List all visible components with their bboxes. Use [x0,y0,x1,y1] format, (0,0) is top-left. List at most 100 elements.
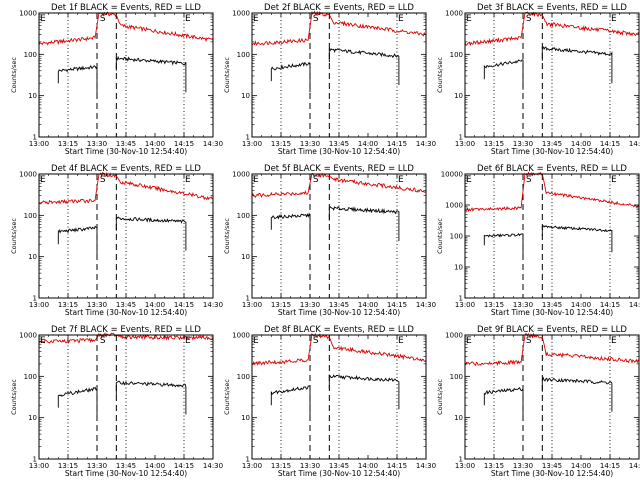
y-tick-label: 100 [24,212,37,220]
x-tick-label: 13:00 [455,301,475,309]
y-tick-label: 100 [237,212,250,220]
events-series-line [541,46,613,84]
panel-title: Det 3f BLACK = Events, RED = LLD [477,3,627,13]
detector-panel: Det 2f BLACK = Events, RED = LLD 1 10 100 10… [223,3,436,156]
x-tick-label: 13:15 [271,301,291,309]
time-marker-label: S [526,175,532,185]
events-series-line [57,64,98,96]
x-tick-label: 13:15 [58,462,78,470]
panel-title: Det 1f BLACK = Events, RED = LLD [51,3,201,13]
x-tick-label: 14:30 [629,462,640,470]
y-tick-label: 1000 [445,332,463,340]
x-tick-label: 14:15 [387,462,407,470]
time-marker-label: E [466,336,472,346]
x-tick-label: 14:00 [571,140,591,148]
x-tick-label: 13:00 [29,301,49,309]
y-tick-label: 10 [454,92,463,100]
time-marker-label: E [466,175,472,185]
x-tick-label: 13:30 [513,462,533,470]
panel-title: Det 5f BLACK = Events, RED = LLD [264,164,414,174]
x-tick-label: 14:30 [416,140,436,148]
lld-series-line [38,171,214,205]
x-tick-label: 13:45 [329,462,349,470]
y-tick-label: 1 [246,295,250,303]
x-tick-label: 13:15 [484,301,504,309]
panel-title: Det 9f BLACK = Events, RED = LLD [477,325,627,335]
y-tick-label: 100 [24,373,37,381]
x-tick-label: 13:45 [116,140,136,148]
x-tick-label: 13:00 [455,140,475,148]
y-axis-label: Counts/sec [223,379,231,415]
lld-series-line [464,171,640,213]
y-axis-label: Counts/sec [223,218,231,254]
y-tick-label: 1000 [19,332,37,340]
lld-series-line [251,10,426,47]
time-marker-label: S [100,336,106,346]
x-tick-label: 14:30 [416,301,436,309]
x-tick-label: 13:00 [242,301,262,309]
x-tick-label: 13:30 [513,140,533,148]
y-axis-label: Counts/sec [436,218,444,254]
y-axis-label: Counts/sec [436,379,444,415]
time-marker-label: E [611,336,617,346]
x-tick-label: 14:00 [145,140,165,148]
x-axis-label: Start Time (30-Nov-10 12:54:40) [65,147,187,156]
y-tick-label: 10 [454,414,463,422]
y-tick-label: 10 [28,92,37,100]
time-marker-label: S [313,14,319,24]
x-tick-label: 14:30 [416,462,436,470]
x-axis-label: Start Time (30-Nov-10 12:54:40) [278,469,400,478]
y-tick-label: 10000 [441,171,463,179]
y-axis-label: Counts/sec [10,379,18,415]
x-tick-label: 13:45 [542,301,562,309]
time-marker-label: E [611,14,617,24]
x-tick-label: 13:30 [300,462,320,470]
x-tick-label: 14:30 [629,301,640,309]
time-marker-label: E [253,175,259,185]
x-tick-label: 14:00 [358,140,378,148]
x-tick-label: 14:15 [174,140,194,148]
detector-panel: Det 4f BLACK = Events, RED = LLD 1 10 100 10… [10,164,223,317]
detector-panel: Det 7f BLACK = Events, RED = LLD 1 10 100 10… [10,325,223,478]
panel-title: Det 2f BLACK = Events, RED = LLD [264,3,414,13]
events-series-line [483,386,524,418]
x-axis-label: Start Time (30-Nov-10 12:54:40) [278,308,400,317]
x-tick-label: 14:00 [145,301,165,309]
y-axis-label: Counts/sec [223,57,231,93]
x-tick-label: 14:30 [203,301,223,309]
x-tick-label: 14:00 [571,301,591,309]
x-tick-label: 14:00 [145,462,165,470]
x-tick-label: 14:15 [174,462,194,470]
time-marker-label: S [526,14,532,24]
time-marker-label: S [100,175,106,185]
x-tick-label: 13:30 [87,462,107,470]
x-tick-label: 13:00 [455,462,475,470]
x-axis-label: Start Time (30-Nov-10 12:54:40) [65,469,187,478]
time-marker-label: E [185,14,191,24]
y-axis-label: Counts/sec [436,57,444,93]
x-tick-label: 14:00 [358,462,378,470]
time-marker-label: E [398,175,404,185]
detector-panel: Det 9f BLACK = Events, RED = LLD 1 10 100 10… [436,325,640,478]
x-tick-label: 14:00 [571,462,591,470]
events-series-line [270,385,311,416]
time-marker-label: E [185,336,191,346]
y-tick-label: 100 [450,233,463,241]
x-tick-label: 13:15 [271,462,291,470]
events-series-line [328,374,400,410]
y-tick-label: 100 [24,51,37,59]
time-marker-label: E [40,336,46,346]
events-series-line [270,61,311,93]
x-tick-label: 13:15 [484,140,504,148]
events-series-line [328,47,400,86]
x-tick-label: 14:15 [387,140,407,148]
x-tick-label: 13:45 [329,301,349,309]
x-tick-label: 13:45 [542,462,562,470]
x-tick-label: 13:00 [242,462,262,470]
x-axis-label: Start Time (30-Nov-10 12:54:40) [491,308,613,317]
x-tick-label: 14:15 [387,301,407,309]
time-marker-label: S [313,336,319,346]
panel-title: Det 6f BLACK = Events, RED = LLD [477,164,627,174]
y-tick-label: 10 [241,253,250,261]
x-tick-label: 13:15 [58,301,78,309]
